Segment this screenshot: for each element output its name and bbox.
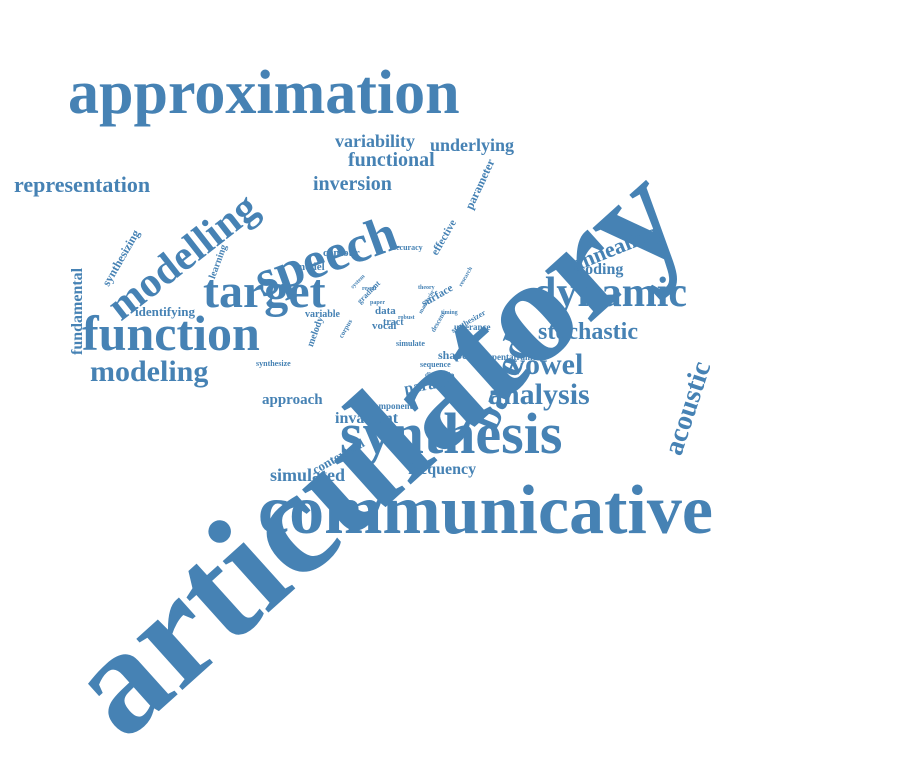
word-contour: contour xyxy=(323,247,360,259)
word-timing: timing xyxy=(441,310,458,316)
word-frequency: frequency xyxy=(408,461,477,478)
word-dynamic: dynamic xyxy=(533,270,688,316)
word-result: result xyxy=(362,286,377,292)
word-vocal: vocal xyxy=(372,320,397,332)
word-vowel: vowel xyxy=(510,348,584,381)
word-identifying: identifying xyxy=(135,304,195,319)
word-model: model xyxy=(296,261,325,273)
word-shape: shape xyxy=(438,348,468,362)
word-sequence: sequence xyxy=(420,360,451,369)
word-invariant: invariant xyxy=(335,410,399,427)
word-cloud: articulatory communicative approximation sy… xyxy=(14,59,718,767)
word-functional: functional xyxy=(348,149,435,171)
word-variable: variable xyxy=(305,309,340,320)
word-modeling: modeling xyxy=(90,355,209,388)
word-component: component xyxy=(370,401,413,411)
word-corpus: corpus xyxy=(337,317,355,340)
word-inversion: inversion xyxy=(313,173,392,195)
word-representation: representation xyxy=(14,172,151,197)
word-tract: tract xyxy=(383,317,404,328)
word-theory: theory xyxy=(418,285,435,291)
word-utterance: utterance xyxy=(454,322,491,332)
word-simulate: simulate xyxy=(396,339,425,348)
word-data: data xyxy=(375,305,396,317)
word-fundamental: fundamental xyxy=(69,267,86,355)
word-paper: paper xyxy=(370,300,385,306)
word-synthesize: synthesize xyxy=(256,359,291,368)
word-simulated: simulated xyxy=(270,465,346,485)
word-encoding: encoding xyxy=(562,261,624,278)
word-communicative: communicative xyxy=(258,472,713,549)
word-synthesis: synthesis xyxy=(340,401,563,466)
word-target: target xyxy=(203,265,326,318)
word-accuracy: accuracy xyxy=(392,243,423,252)
word-approach: approach xyxy=(262,392,323,408)
word-approximation: approximation xyxy=(68,59,460,127)
word-variability: variability xyxy=(335,131,415,151)
word-disyllabic: disyllabic xyxy=(425,371,454,379)
word-robust: robust xyxy=(398,315,415,321)
word-acoustic: acoustic xyxy=(658,357,718,459)
word-function: function xyxy=(82,305,260,361)
word-underlying: underlying xyxy=(430,135,515,155)
word-parameter: parameter xyxy=(462,156,498,212)
word-analysis: analysis xyxy=(488,378,590,411)
word-melody: melody xyxy=(305,315,327,349)
word-pentatrainer: pentatrainer xyxy=(492,352,541,362)
word-stochastic: stochastic xyxy=(538,319,638,345)
word-effective: effective xyxy=(429,217,460,258)
